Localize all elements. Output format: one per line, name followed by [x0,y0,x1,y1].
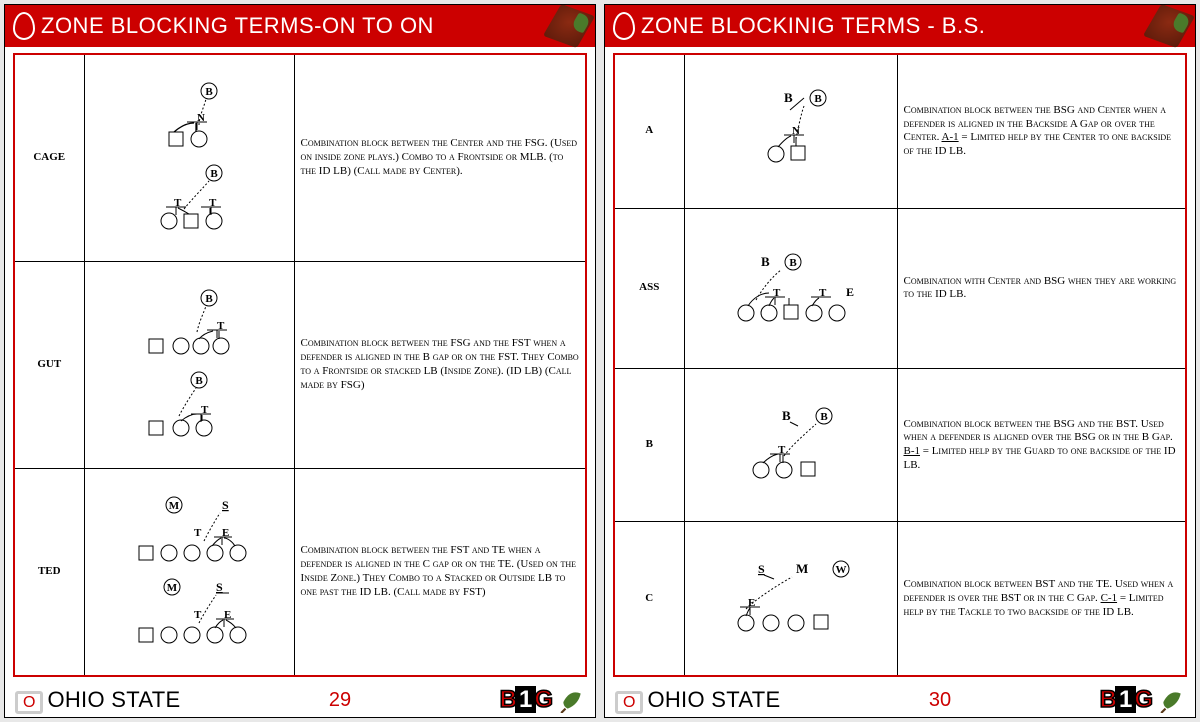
term-label: A [614,54,684,208]
osu-o-icon: O [615,691,643,714]
table-row: C S M W E Combination bloc [614,522,1186,676]
term-description: Combination block between the BSG and th… [897,369,1186,522]
page-title: ZONE BLOCKINIG TERMS - B.S. [641,13,1151,39]
page-body: CAGE B N B T [5,47,595,683]
buckeye-leaf-icon [1159,687,1185,713]
cfp-logo-icon [13,12,35,40]
term-label: B [614,369,684,522]
b1g-logo: B1G [500,686,553,714]
term-description: Combination block between the FSG and th… [294,262,586,469]
svg-text:B: B [789,257,797,269]
page-body: A B B N Combination block between the BS… [605,47,1195,683]
page-number: 29 [180,689,499,712]
page-header: ZONE BLOCKINIG TERMS - B.S. [605,5,1195,47]
table-row: A B B N Combination block between the BS… [614,54,1186,208]
svg-text:B: B [820,411,828,423]
terms-table: A B B N Combination block between the BS… [613,53,1187,677]
svg-text:B: B [195,375,203,387]
table-row: CAGE B N B T [14,54,586,262]
osu-o-icon: O [15,691,43,714]
diagram-cell: B B T T E [684,208,897,368]
footer-team: OHIO STATE [47,687,180,712]
svg-text:B: B [784,90,793,105]
terms-table: CAGE B N B T [13,53,587,677]
svg-text:B: B [782,408,791,423]
svg-text:S: S [216,580,223,594]
diagram-cell: B T B T [84,262,294,469]
term-label: TED [14,468,84,676]
page-footer: OOHIO STATE 30 B1G [605,683,1195,717]
svg-text:B: B [210,168,218,180]
term-label: GUT [14,262,84,469]
diagram-cell: B N B T T [84,54,294,262]
page-footer: OOHIO STATE 29 B1G [5,683,595,717]
svg-text:S: S [758,562,765,576]
term-label: ASS [614,208,684,368]
svg-text:B: B [761,254,770,269]
diagram-cell: B B N [684,54,897,208]
diagram-cell: B B T [684,369,897,522]
playbook-page-right: ZONE BLOCKINIG TERMS - B.S. A B B N [604,4,1196,718]
table-row: GUT B T B T [14,262,586,469]
osu-wordmark: OOHIO STATE [615,687,780,713]
svg-text:B: B [205,293,213,305]
diagram-cell: S M W E [684,522,897,676]
playbook-page-left: ZONE BLOCKING TERMS-ON TO ON CAGE B N [4,4,596,718]
b1g-logo: B1G [1100,686,1153,714]
svg-text:E: E [846,285,854,299]
term-description: Combination block between the Center and… [294,54,586,262]
svg-text:B: B [205,86,213,98]
term-description: Combination with Center and BSG when the… [897,208,1186,368]
svg-text:B: B [814,93,822,105]
buckeye-leaf-icon [543,4,595,48]
svg-text:T: T [194,527,202,539]
buckeye-leaf-icon [559,687,585,713]
term-label: CAGE [14,54,84,262]
page-title: ZONE BLOCKING TERMS-ON TO ON [41,13,551,39]
page-number: 30 [780,689,1099,712]
table-row: ASS B B T T E [614,208,1186,368]
osu-wordmark: OOHIO STATE [15,687,180,713]
page-header: ZONE BLOCKING TERMS-ON TO ON [5,5,595,47]
term-description: Combination block between BST and the TE… [897,522,1186,676]
svg-text:W: W [835,564,846,576]
term-description: Combination block between the BSG and Ce… [897,54,1186,208]
table-row: TED M S T E [14,468,586,676]
svg-text:S: S [222,498,229,512]
svg-text:M: M [796,561,808,576]
term-label: C [614,522,684,676]
svg-text:M: M [169,500,180,512]
table-row: B B B T Combination block between the BS… [614,369,1186,522]
svg-text:M: M [167,582,178,594]
diagram-cell: M S T E M S T [84,468,294,676]
buckeye-leaf-icon [1143,4,1195,48]
cfp-logo-icon [613,12,635,40]
footer-team: OHIO STATE [647,687,780,712]
term-description: Combination block between the FST and TE… [294,468,586,676]
